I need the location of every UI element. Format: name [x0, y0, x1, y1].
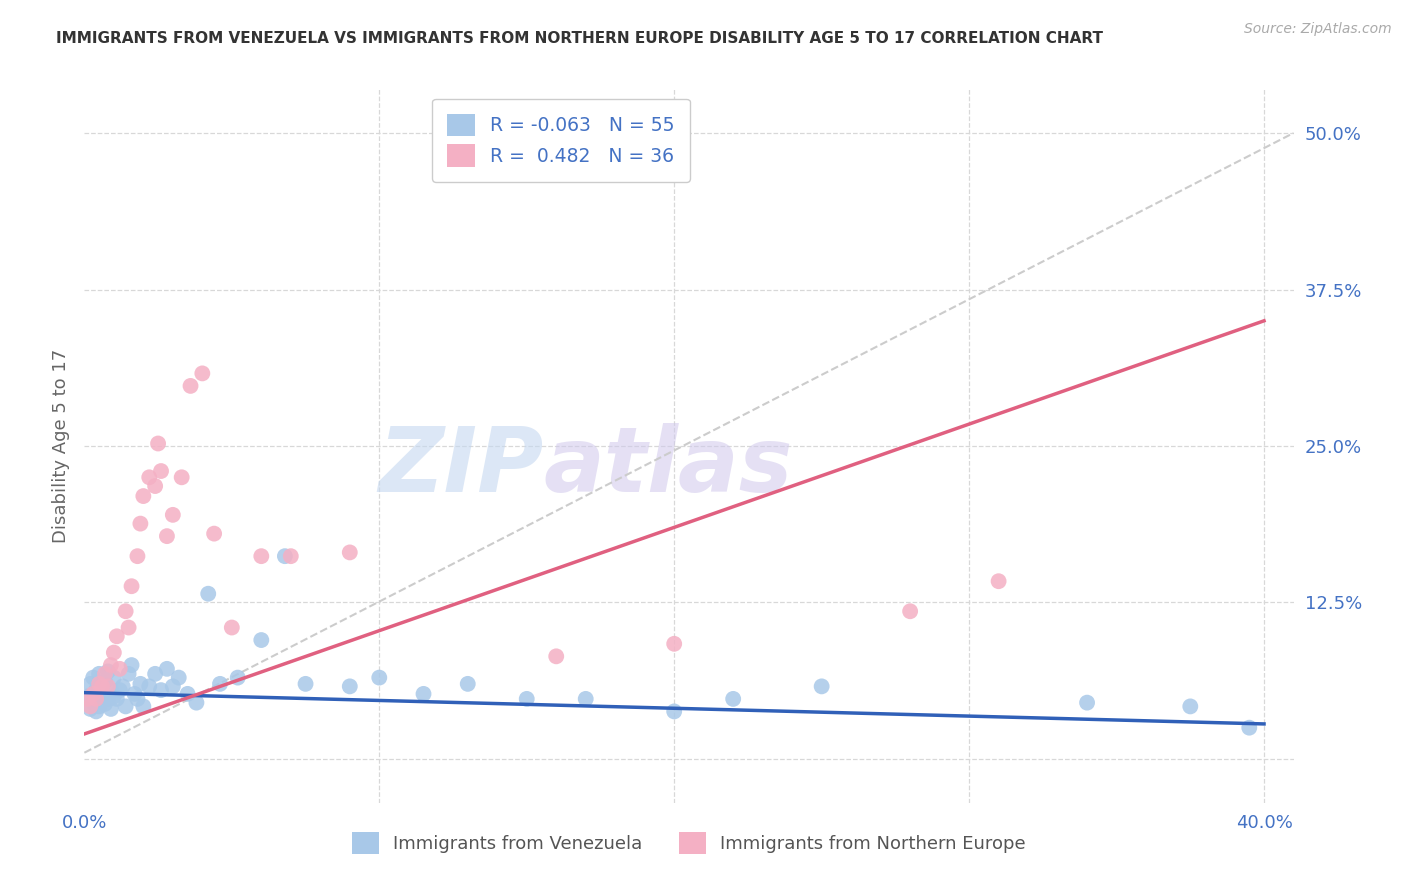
Point: [84, 692, 107, 706]
Point: [170, 470, 193, 484]
Point: [575, 692, 598, 706]
Point: [87, 677, 110, 691]
Point: [516, 692, 538, 706]
Point: [76, 690, 98, 704]
Point: [114, 699, 136, 714]
Point: [87, 699, 110, 714]
Point: [250, 549, 273, 564]
Point: [82, 696, 104, 710]
Point: [84, 683, 107, 698]
Point: [294, 677, 316, 691]
Point: [250, 633, 273, 648]
Point: [156, 529, 179, 543]
Point: [111, 679, 134, 693]
Point: [117, 666, 139, 681]
Point: [226, 671, 249, 685]
Point: [150, 464, 173, 478]
Point: [129, 516, 152, 531]
Text: Source: ZipAtlas.com: Source: ZipAtlas.com: [1244, 22, 1392, 37]
Point: [105, 629, 128, 643]
Point: [103, 690, 125, 704]
Point: [162, 679, 184, 693]
Point: [664, 637, 686, 651]
Point: [114, 604, 136, 618]
Point: [103, 646, 125, 660]
Point: [129, 677, 152, 691]
Point: [91, 679, 114, 693]
Point: [339, 545, 361, 559]
Point: [810, 679, 832, 693]
Point: [79, 699, 101, 714]
Point: [97, 679, 120, 693]
Point: [91, 679, 114, 693]
Point: [103, 671, 125, 685]
Text: atlas: atlas: [544, 424, 793, 511]
Point: [1239, 721, 1261, 735]
Point: [138, 679, 160, 693]
Point: [97, 665, 120, 679]
Point: [156, 662, 179, 676]
Point: [457, 677, 479, 691]
Point: [108, 662, 131, 676]
Point: [121, 579, 143, 593]
Point: [87, 666, 110, 681]
Point: [100, 683, 122, 698]
Point: [167, 671, 190, 685]
Point: [143, 479, 166, 493]
Y-axis label: Disability Age 5 to 17: Disability Age 5 to 17: [52, 349, 70, 543]
Point: [176, 687, 198, 701]
Point: [412, 687, 434, 701]
Point: [197, 587, 219, 601]
Text: ZIP: ZIP: [378, 424, 544, 511]
Point: [82, 671, 104, 685]
Point: [100, 702, 122, 716]
Point: [274, 549, 297, 564]
Point: [150, 683, 173, 698]
Point: [280, 549, 302, 564]
Point: [987, 574, 1010, 589]
Point: [162, 508, 184, 522]
Point: [180, 379, 202, 393]
Point: [1076, 696, 1098, 710]
Point: [132, 489, 155, 503]
Point: [191, 367, 214, 381]
Legend: Immigrants from Venezuela, Immigrants from Northern Europe: Immigrants from Venezuela, Immigrants fr…: [344, 825, 1033, 862]
Point: [202, 526, 225, 541]
Point: [94, 674, 117, 689]
Point: [368, 671, 391, 685]
Point: [664, 705, 686, 719]
Point: [1180, 699, 1202, 714]
Point: [143, 666, 166, 681]
Point: [898, 604, 921, 618]
Point: [79, 702, 101, 716]
Text: IMMIGRANTS FROM VENEZUELA VS IMMIGRANTS FROM NORTHERN EUROPE DISABILITY AGE 5 TO: IMMIGRANTS FROM VENEZUELA VS IMMIGRANTS …: [56, 31, 1104, 46]
Point: [76, 692, 98, 706]
Point: [138, 470, 160, 484]
Point: [108, 683, 131, 698]
Point: [721, 692, 744, 706]
Point: [124, 687, 146, 701]
Point: [127, 692, 149, 706]
Point: [79, 677, 101, 691]
Point: [94, 697, 117, 711]
Point: [100, 658, 122, 673]
Point: [121, 658, 143, 673]
Point: [117, 621, 139, 635]
Point: [221, 621, 243, 635]
Point: [91, 690, 114, 704]
Point: [84, 705, 107, 719]
Point: [186, 696, 208, 710]
Point: [339, 679, 361, 693]
Point: [546, 649, 568, 664]
Point: [146, 436, 169, 450]
Point: [94, 666, 117, 681]
Point: [105, 692, 128, 706]
Point: [208, 677, 231, 691]
Point: [82, 687, 104, 701]
Point: [127, 549, 149, 564]
Point: [132, 699, 155, 714]
Point: [97, 692, 120, 706]
